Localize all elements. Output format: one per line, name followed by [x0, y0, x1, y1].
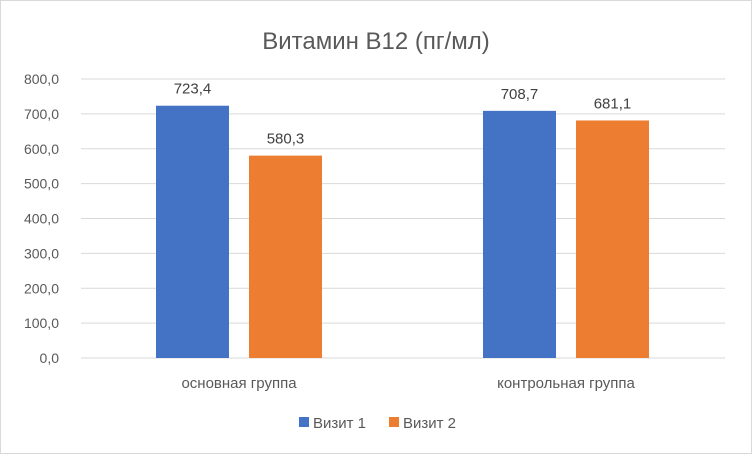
- bar-2-1: [249, 155, 322, 358]
- y-tick-label: 700,0: [24, 106, 59, 122]
- data-label: 708,7: [501, 86, 539, 103]
- y-tick-label: 100,0: [24, 315, 59, 331]
- bar-2-2: [576, 120, 649, 359]
- data-labels: 723,4 580,3 708,7 681,1: [174, 81, 632, 148]
- y-axis-tick-labels: 0,0 100,0 200,0 300,0 400,0 500,0 600,0 700,0 80…: [24, 71, 59, 366]
- y-tick-label: 400,0: [24, 211, 59, 227]
- x-axis-tick-labels: основная группа контрольная группа: [181, 375, 635, 392]
- y-tick-label: 200,0: [24, 280, 59, 296]
- y-tick-label: 0,0: [40, 350, 60, 366]
- legend-swatch: [299, 417, 309, 427]
- y-tick-label: 500,0: [24, 176, 59, 192]
- legend-label: Визит 1: [313, 415, 366, 432]
- bars: [156, 105, 649, 359]
- data-label: 723,4: [174, 81, 212, 98]
- bar-1-2: [483, 110, 556, 358]
- x-tick-label: контрольная группа: [497, 375, 635, 392]
- legend-label: Визит 2: [403, 415, 456, 432]
- data-label: 580,3: [267, 131, 305, 148]
- legend: Визит 1 Визит 2: [299, 415, 456, 432]
- y-tick-label: 800,0: [24, 71, 59, 87]
- legend-swatch: [389, 417, 399, 427]
- x-tick-label: основная группа: [181, 375, 297, 392]
- data-label: 681,1: [594, 95, 632, 112]
- bar-1-1: [156, 105, 229, 358]
- y-tick-label: 600,0: [24, 141, 59, 157]
- chart-title: Витамин B12 (пг/мл): [262, 28, 490, 55]
- y-tick-label: 300,0: [24, 245, 59, 261]
